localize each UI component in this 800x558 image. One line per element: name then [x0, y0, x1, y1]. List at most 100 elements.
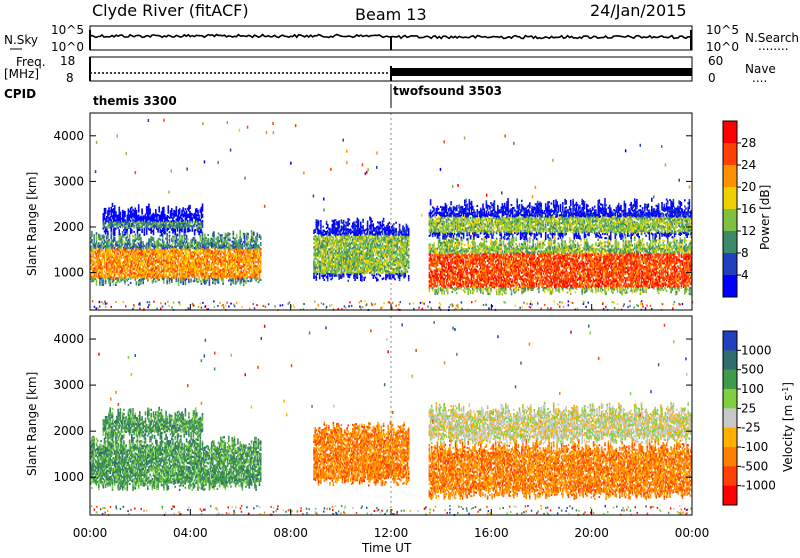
scatter-cell: [320, 228, 322, 230]
scatter-cell: [119, 231, 121, 233]
scatter-cell: [127, 229, 129, 231]
scatter-cell: [198, 215, 200, 217]
scatter-cell: [125, 225, 127, 227]
scatter-cell: [148, 257, 150, 259]
scatter-cell: [189, 249, 191, 251]
scatter-cell: [157, 231, 159, 233]
scatter-cell: [163, 282, 165, 284]
scatter-cell: [243, 282, 245, 284]
scatter-cell: [171, 281, 173, 283]
scatter-cell: [178, 284, 180, 286]
scatter-cell: [209, 280, 211, 282]
scatter-cell: [251, 277, 253, 279]
scatter-cell: [202, 208, 204, 210]
scatter-cell: [229, 239, 231, 241]
scatter-cell: [336, 246, 338, 248]
scatter-cell: [204, 260, 206, 262]
scatter-cell: [103, 280, 105, 282]
scatter-cell: [114, 264, 116, 266]
scatter-cell: [148, 245, 150, 247]
scatter-cell: [142, 243, 144, 245]
scatter-cell: [146, 231, 148, 233]
scatter-cell: [142, 280, 144, 282]
scatter-cell: [104, 258, 106, 260]
scatter-cell: [127, 236, 129, 238]
scatter-cell: [148, 206, 150, 208]
scatter-cell: [144, 230, 146, 232]
scatter-cell: [182, 252, 184, 254]
scatter-cell: [202, 226, 204, 228]
scatter-cell: [179, 219, 181, 221]
scatter-cell: [213, 240, 215, 242]
scatter-cell: [105, 208, 107, 210]
scatter-cell: [260, 238, 262, 240]
scatter-cell: [128, 213, 130, 215]
scatter-cell: [139, 234, 141, 236]
scatter-cell: [201, 266, 203, 268]
scatter-cell: [169, 280, 171, 282]
scatter-cell: [131, 211, 133, 213]
scatter-cell: [161, 232, 163, 234]
scatter-cell: [258, 263, 260, 265]
scatter-cell: [236, 240, 238, 242]
scatter-cell: [220, 253, 222, 255]
scatter-cell: [173, 238, 175, 240]
scatter-cell: [104, 224, 106, 226]
scatter-cell: [114, 247, 116, 249]
scatter-cell: [115, 228, 117, 230]
scatter-cell: [96, 238, 98, 240]
scatter-cell: [100, 263, 102, 265]
scatter-cell: [259, 275, 261, 277]
scatter-cell: [218, 282, 220, 284]
scatter-cell: [128, 209, 130, 211]
scatter-cell: [138, 208, 140, 210]
scatter-cell: [104, 216, 106, 218]
scatter-cell: [103, 282, 105, 284]
scatter-cell: [202, 216, 204, 218]
scatter-cell: [153, 237, 155, 239]
scatter-cell: [111, 230, 113, 232]
scatter-cell: [140, 243, 142, 245]
scatter-cell: [241, 269, 243, 271]
scatter-cell: [128, 278, 130, 280]
nsearch-tick-bottom: 10^0: [706, 40, 739, 54]
scatter-cell: [121, 247, 123, 249]
scatter-cell: [178, 282, 180, 284]
scatter-cell: [328, 244, 330, 246]
scatter-cell: [233, 280, 235, 282]
scatter-cell: [168, 207, 170, 209]
scatter-cell: [163, 280, 165, 282]
scatter-cell: [163, 255, 165, 257]
scatter-cell: [336, 236, 338, 238]
scatter-cell: [124, 215, 126, 217]
scatter-cell: [328, 259, 330, 261]
scatter-cell: [251, 265, 253, 267]
scatter-cell: [166, 241, 168, 243]
scatter-cell: [93, 240, 95, 242]
scatter-cell: [320, 220, 322, 222]
scatter-cell: [186, 278, 188, 280]
scatter-cell: [114, 253, 116, 255]
scatter-cell: [192, 230, 194, 232]
scatter-cell: [169, 231, 171, 233]
scatter-cell: [249, 272, 251, 274]
scatter-cell: [108, 239, 110, 241]
scatter-cell: [123, 229, 125, 231]
scatter-cell: [192, 243, 194, 245]
scatter-cell: [327, 230, 329, 232]
scatter-cell: [176, 206, 178, 208]
scatter-cell: [171, 208, 173, 210]
scatter-cell: [186, 210, 188, 212]
scatter-cell: [178, 239, 180, 241]
scatter-cell: [158, 206, 160, 208]
scatter-cell: [169, 235, 171, 237]
scatter-cell: [243, 270, 245, 272]
scatter-cell: [332, 275, 334, 277]
nsky-label: N.Sky: [4, 33, 38, 47]
scatter-cell: [188, 281, 190, 283]
scatter-cell: [131, 207, 133, 209]
scatter-cell: [113, 279, 115, 281]
scatter-cell: [221, 239, 223, 241]
scatter-cell: [131, 217, 133, 219]
scatter-cell: [220, 255, 222, 257]
